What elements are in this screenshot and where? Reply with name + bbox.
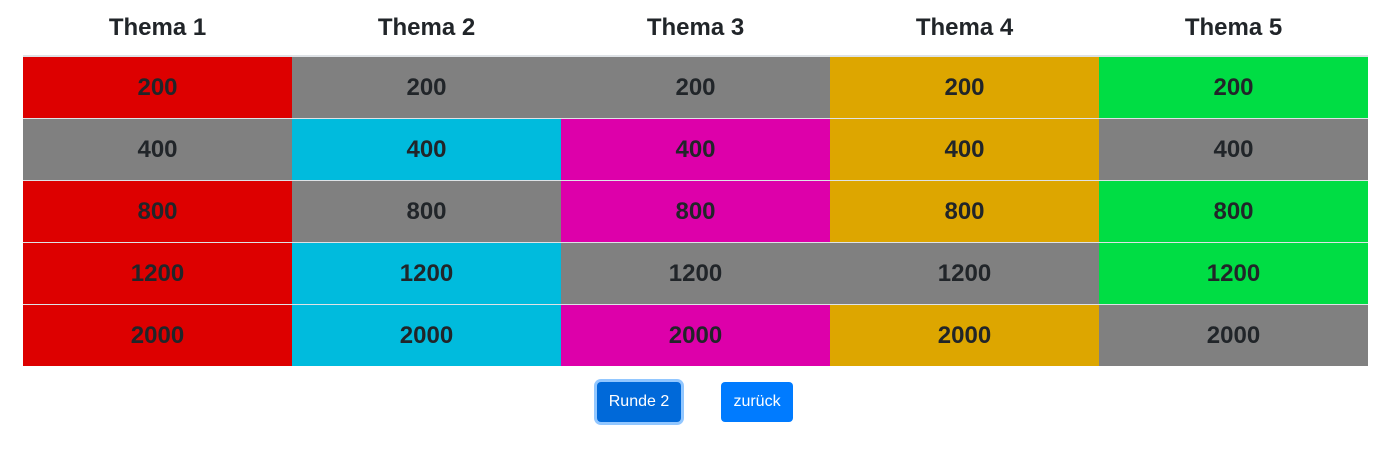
back-button[interactable]: zurück xyxy=(721,382,793,422)
question-tile[interactable]: 400 xyxy=(830,119,1099,180)
category-header: Thema 3 xyxy=(646,13,745,41)
question-tile[interactable]: 2000 xyxy=(830,305,1099,366)
question-tile[interactable]: 800 xyxy=(292,181,561,242)
question-tile[interactable]: 1200 xyxy=(830,243,1099,304)
question-tile[interactable]: 1200 xyxy=(561,243,830,304)
next-round-button[interactable]: Runde 2 xyxy=(597,382,681,422)
board-row: 1200 1200 1200 1200 1200 xyxy=(23,242,1368,304)
board-body: 200 200 200 200 200 400 400 400 400 400 800 800 800 8… xyxy=(23,57,1368,366)
question-tile[interactable]: 200 xyxy=(830,57,1099,118)
board-row: 400 400 400 400 400 xyxy=(23,118,1368,180)
category-header: Thema 5 xyxy=(1184,13,1283,41)
question-tile[interactable]: 200 xyxy=(561,57,830,118)
question-tile[interactable]: 200 xyxy=(1099,57,1368,118)
question-tile[interactable]: 200 xyxy=(292,57,561,118)
board-header-row: Thema 1 Thema 2 Thema 3 Thema 4 Thema 5 xyxy=(23,0,1368,57)
category-header: Thema 4 xyxy=(915,13,1014,41)
board-row: 2000 2000 2000 2000 2000 xyxy=(23,304,1368,366)
question-tile[interactable]: 1200 xyxy=(23,243,292,304)
question-tile[interactable]: 800 xyxy=(23,181,292,242)
question-tile[interactable]: 1200 xyxy=(292,243,561,304)
question-tile[interactable]: 400 xyxy=(1099,119,1368,180)
category-header: Thema 1 xyxy=(108,13,207,41)
question-tile[interactable]: 400 xyxy=(292,119,561,180)
question-tile[interactable]: 2000 xyxy=(23,305,292,366)
jeopardy-board: Thema 1 Thema 2 Thema 3 Thema 4 Thema 5 … xyxy=(23,0,1368,366)
question-tile[interactable]: 2000 xyxy=(1099,305,1368,366)
question-tile[interactable]: 1200 xyxy=(1099,243,1368,304)
category-header: Thema 2 xyxy=(377,13,476,41)
question-tile[interactable]: 2000 xyxy=(292,305,561,366)
question-tile[interactable]: 200 xyxy=(23,57,292,118)
question-tile[interactable]: 400 xyxy=(561,119,830,180)
question-tile[interactable]: 800 xyxy=(1099,181,1368,242)
button-bar: Runde 2 zurück xyxy=(0,382,1399,422)
question-tile[interactable]: 2000 xyxy=(561,305,830,366)
question-tile[interactable]: 800 xyxy=(561,181,830,242)
question-tile[interactable]: 400 xyxy=(23,119,292,180)
board-row: 800 800 800 800 800 xyxy=(23,180,1368,242)
board-row: 200 200 200 200 200 xyxy=(23,57,1368,118)
question-tile[interactable]: 800 xyxy=(830,181,1099,242)
